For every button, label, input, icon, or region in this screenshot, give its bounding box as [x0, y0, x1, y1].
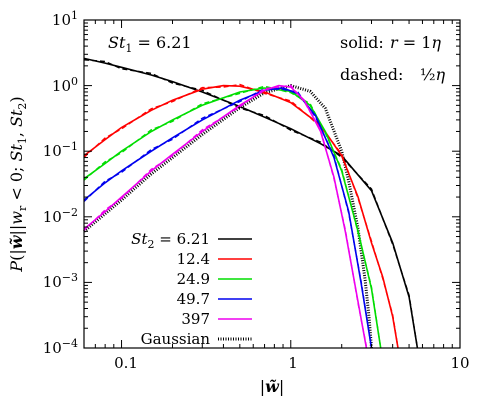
series-St6.21-dashed — [83, 59, 419, 349]
plot-area — [84, 20, 460, 348]
dashed-annotation-value: ½η — [420, 65, 446, 84]
series-49.7-dashed — [83, 87, 373, 349]
y-tick-label-1e-3: 10−3 — [43, 271, 78, 291]
legend-label-24.9: 24.9 — [177, 270, 210, 288]
ticks-layer — [83, 20, 461, 349]
x-axis-title: |w̃| — [260, 377, 285, 396]
y-tick-label-1e1: 101 — [52, 9, 78, 29]
legend: St2 = 6.21 12.4 24.9 49.7 397 Gaussian — [131, 230, 210, 348]
legend-label-12.4: 12.4 — [177, 250, 210, 268]
gaussian-line — [83, 84, 373, 349]
legend-label-st2-6.21: St2 = 6.21 — [131, 230, 210, 251]
y-tick-label-1e0: 100 — [52, 75, 78, 95]
y-axis-title: P(|w̃||wr < 0; St1, St2) — [7, 96, 29, 272]
legend-label-gaussian: Gaussian — [141, 330, 211, 348]
legend-label-397: 397 — [181, 310, 210, 328]
legend-swatches — [218, 238, 252, 341]
dashed-annotation-label: dashed: — [340, 65, 403, 84]
series-12.4-dashed — [83, 83, 399, 349]
y-tick-label-1e-2: 10−2 — [43, 206, 78, 226]
x-tick-label-10: 10 — [450, 354, 469, 372]
series-24.9-dashed — [83, 85, 382, 349]
legend-label-49.7: 49.7 — [177, 290, 210, 308]
plot-frame — [83, 19, 461, 349]
y-tick-label-1e-4: 10−4 — [43, 337, 78, 357]
st1-annotation: St1 = 6.21 — [108, 33, 192, 55]
series-layer — [83, 57, 419, 349]
solid-annotation-value: r = 1η — [390, 33, 441, 52]
x-tick-label-1: 1 — [288, 354, 298, 372]
solid-annotation-label: solid: — [340, 33, 384, 52]
y-tick-label-1e-1: 10−1 — [43, 140, 78, 160]
series-397-dashed — [83, 84, 368, 347]
x-tick-label-0.1: 0.1 — [114, 354, 138, 372]
